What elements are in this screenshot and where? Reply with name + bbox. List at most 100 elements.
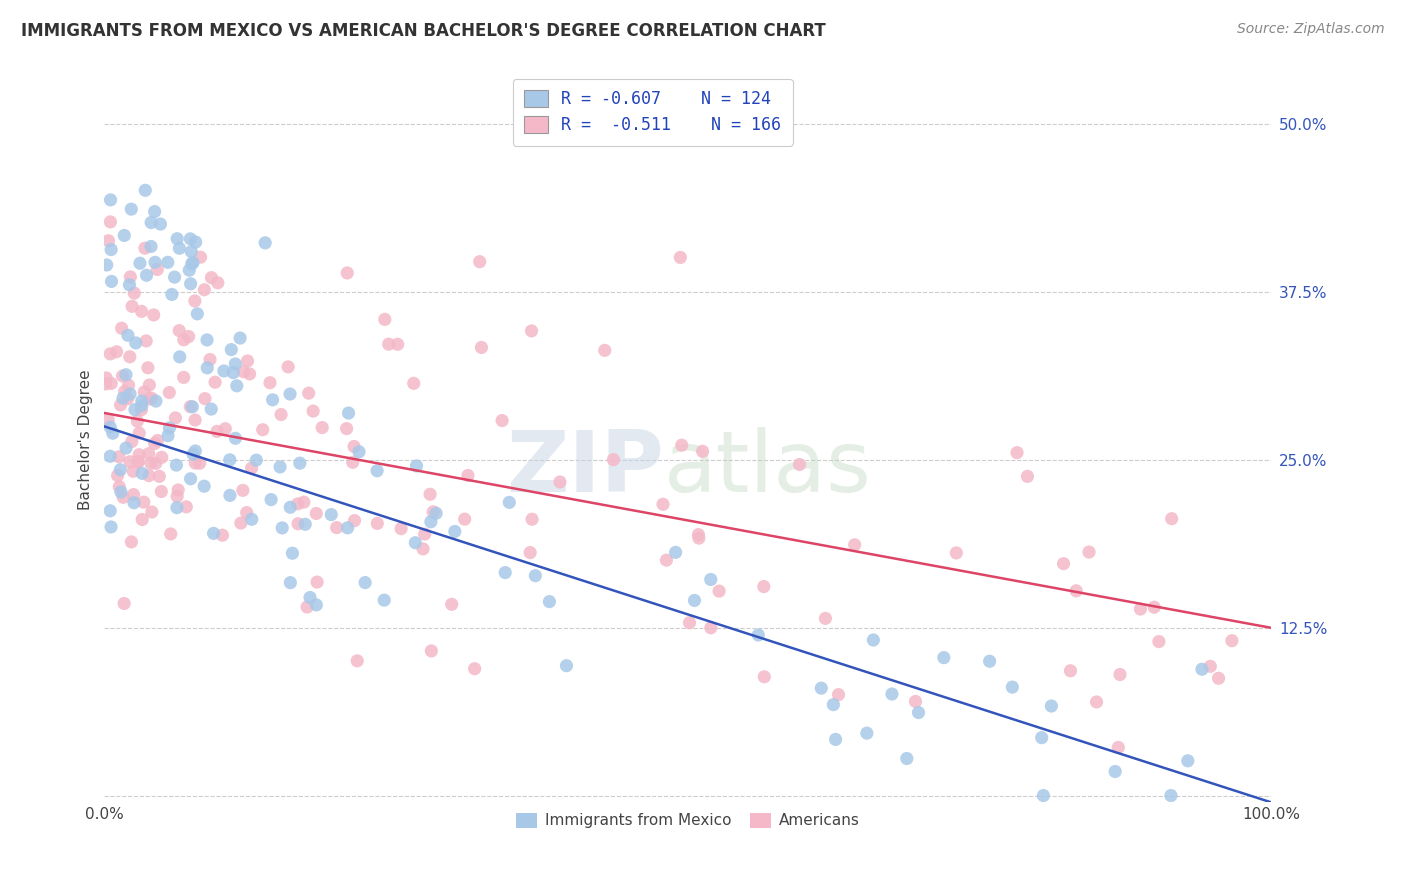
Point	[122, 464, 145, 478]
Point	[224, 357, 246, 371]
Point	[374, 312, 396, 326]
Point	[180, 244, 202, 259]
Point	[1017, 469, 1039, 483]
Point	[1177, 754, 1199, 768]
Point	[979, 654, 1001, 668]
Point	[412, 541, 434, 556]
Point	[100, 520, 122, 534]
Point	[98, 504, 121, 518]
Point	[110, 485, 132, 500]
Point	[593, 343, 616, 358]
Point	[180, 472, 202, 486]
Point	[143, 436, 166, 450]
Point	[683, 593, 706, 607]
Point	[166, 500, 188, 515]
Point	[1064, 583, 1087, 598]
Point	[167, 483, 190, 497]
Point	[211, 528, 233, 542]
Point	[94, 376, 117, 391]
Point	[160, 287, 183, 301]
Point	[259, 376, 281, 390]
Point	[135, 268, 157, 283]
Point	[184, 235, 207, 249]
Point	[111, 391, 134, 405]
Point	[112, 491, 135, 505]
Point	[100, 274, 122, 288]
Point	[294, 517, 316, 532]
Point	[105, 344, 128, 359]
Point	[224, 431, 246, 445]
Point	[184, 293, 207, 308]
Point	[669, 251, 692, 265]
Point	[373, 593, 395, 607]
Point	[343, 514, 366, 528]
Point	[148, 469, 170, 483]
Point	[1199, 659, 1222, 673]
Point	[524, 568, 547, 582]
Point	[100, 193, 122, 207]
Point	[1208, 671, 1230, 685]
Point	[336, 266, 359, 280]
Point	[200, 402, 222, 417]
Point	[1031, 731, 1053, 745]
Point	[180, 277, 202, 291]
Point	[124, 286, 146, 301]
Point	[139, 239, 162, 253]
Point	[692, 444, 714, 458]
Point	[219, 488, 242, 502]
Point	[118, 387, 141, 401]
Point	[1191, 662, 1213, 676]
Point	[117, 378, 139, 392]
Point	[165, 458, 187, 472]
Point	[548, 475, 571, 489]
Point	[1085, 695, 1108, 709]
Point	[366, 464, 388, 478]
Point	[298, 386, 321, 401]
Point	[131, 394, 153, 409]
Point	[1040, 698, 1063, 713]
Point	[138, 447, 160, 461]
Point	[141, 215, 163, 229]
Point	[354, 575, 377, 590]
Point	[688, 531, 710, 545]
Point	[1059, 664, 1081, 678]
Point	[118, 350, 141, 364]
Point	[336, 421, 359, 435]
Point	[96, 258, 118, 272]
Point	[299, 591, 322, 605]
Point	[181, 447, 204, 461]
Point	[131, 467, 153, 481]
Point	[707, 584, 730, 599]
Point	[236, 354, 259, 368]
Point	[225, 379, 247, 393]
Point	[166, 489, 188, 503]
Point	[288, 456, 311, 470]
Point	[173, 333, 195, 347]
Point	[287, 516, 309, 531]
Point	[193, 479, 215, 493]
Point	[519, 545, 541, 559]
Point	[117, 328, 139, 343]
Point	[520, 512, 543, 526]
Text: Source: ZipAtlas.com: Source: ZipAtlas.com	[1237, 22, 1385, 37]
Point	[232, 365, 254, 379]
Point	[652, 497, 675, 511]
Point	[700, 621, 723, 635]
Point	[1052, 557, 1074, 571]
Point	[402, 376, 425, 391]
Point	[422, 505, 444, 519]
Point	[754, 670, 776, 684]
Point	[346, 654, 368, 668]
Point	[139, 456, 162, 470]
Point	[419, 487, 441, 501]
Point	[163, 270, 186, 285]
Point	[896, 751, 918, 765]
Point	[110, 463, 132, 477]
Point	[132, 495, 155, 509]
Point	[115, 368, 138, 382]
Point	[138, 378, 160, 392]
Point	[156, 255, 179, 269]
Point	[420, 644, 443, 658]
Point	[665, 545, 688, 559]
Point	[107, 468, 129, 483]
